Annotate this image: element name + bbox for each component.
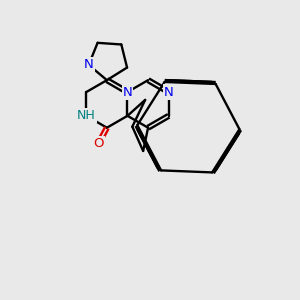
Text: N: N <box>164 85 174 98</box>
Text: O: O <box>93 137 104 150</box>
Text: NH: NH <box>77 109 96 122</box>
Text: N: N <box>84 58 94 71</box>
Text: N: N <box>123 85 132 98</box>
